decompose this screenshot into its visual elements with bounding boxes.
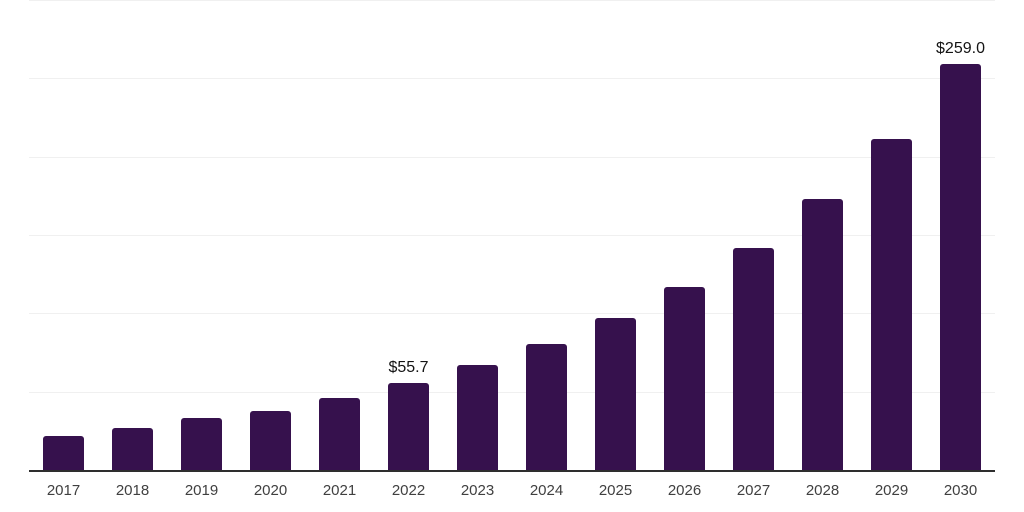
x-tick-label-2019: 2019: [184, 482, 219, 499]
x-axis: 2017 2018 2019 2020 2021 2022 2023 2024 2025 2026…: [29, 480, 995, 504]
gridline: [29, 313, 995, 315]
x-tick-label-2024: 2024: [529, 482, 564, 499]
x-tick-label-2020: 2020: [253, 482, 288, 499]
plot-area: $55.7 $259.0: [29, 0, 995, 472]
x-tick-label-2021: 2021: [322, 482, 357, 499]
gridline: [29, 235, 995, 236]
x-tick-label-2025: 2025: [598, 482, 633, 499]
x-axis-line: [29, 470, 995, 472]
gridline: [29, 0, 995, 1]
bar-value-label-2030: $259.0: [936, 40, 985, 58]
bar-2021: [319, 398, 360, 470]
bar-2029: [871, 138, 912, 470]
bar-2018: [112, 428, 153, 470]
gridline: [29, 78, 995, 80]
bar-2024: [526, 343, 567, 470]
x-tick-label-2023: 2023: [460, 482, 495, 499]
x-tick-label-2030: 2030: [943, 482, 978, 499]
bar-2030: [940, 64, 981, 470]
gridline: [29, 156, 995, 158]
bar-2023: [457, 365, 498, 470]
gridline: [29, 391, 995, 393]
x-tick-label-2027: 2027: [736, 482, 771, 499]
x-tick-label-2029: 2029: [874, 482, 909, 499]
bar-2017: [43, 435, 84, 470]
bar-2019: [181, 418, 222, 470]
bar-2027: [733, 247, 774, 470]
x-tick-label-2022: 2022: [391, 482, 426, 499]
bar-2020: [250, 411, 291, 470]
x-tick-label-2028: 2028: [805, 482, 840, 499]
x-tick-label-2026: 2026: [667, 482, 702, 499]
bar-2025: [595, 317, 636, 470]
bar-value-label-2022: $55.7: [388, 358, 429, 376]
bar-2026: [664, 286, 705, 470]
x-tick-label-2017: 2017: [46, 482, 81, 499]
bar-2028: [802, 198, 843, 470]
x-tick-label-2018: 2018: [115, 482, 150, 499]
bar-2022: [388, 382, 429, 470]
